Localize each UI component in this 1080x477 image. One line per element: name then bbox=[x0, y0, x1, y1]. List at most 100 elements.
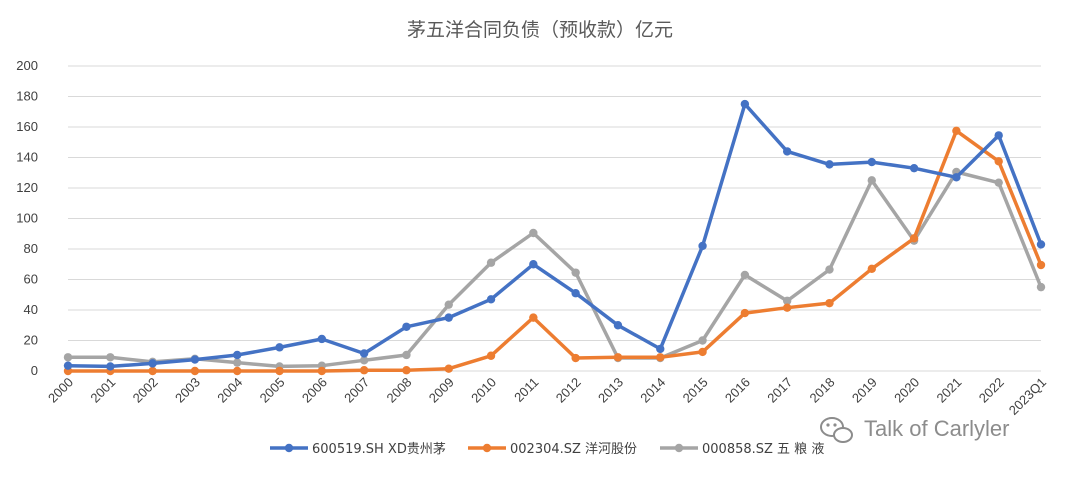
x-tick-label: 2007 bbox=[341, 375, 372, 406]
legend-marker bbox=[284, 443, 294, 453]
series-line bbox=[68, 170, 1043, 369]
x-tick-label: 2005 bbox=[257, 375, 288, 406]
series-3 bbox=[63, 167, 1046, 371]
x-tick-label: 2006 bbox=[299, 375, 330, 406]
data-point bbox=[63, 361, 73, 370]
legend-marker bbox=[674, 443, 684, 453]
data-point bbox=[613, 321, 623, 330]
x-tick-label: 2013 bbox=[595, 375, 626, 406]
data-point bbox=[486, 258, 496, 267]
data-point bbox=[994, 131, 1003, 140]
data-point bbox=[909, 234, 919, 243]
data-point bbox=[867, 264, 876, 274]
wechat-icon bbox=[820, 417, 853, 443]
data-point bbox=[571, 268, 580, 277]
data-point bbox=[275, 366, 284, 376]
data-point bbox=[529, 260, 538, 269]
data-point bbox=[952, 126, 961, 136]
data-point bbox=[148, 359, 157, 368]
data-point bbox=[402, 366, 411, 375]
x-tick-label: 2014 bbox=[637, 375, 668, 406]
x-tick-label: 2023Q1 bbox=[1006, 375, 1049, 418]
data-point bbox=[317, 334, 327, 344]
y-tick-label: 20 bbox=[24, 333, 38, 348]
legend-label: 002304.SZ 洋河股份 bbox=[510, 442, 637, 457]
series-lines bbox=[63, 99, 1046, 376]
gridlines bbox=[68, 65, 1041, 372]
y-axis: 0 20 40 60 80 100 120 140 160 180 200 bbox=[16, 58, 38, 378]
x-tick-label: 2000 bbox=[45, 375, 76, 406]
data-point bbox=[63, 353, 73, 362]
series-1 bbox=[63, 99, 1046, 371]
data-point bbox=[106, 362, 115, 371]
y-tick-label: 140 bbox=[16, 150, 38, 165]
data-point bbox=[359, 356, 369, 365]
y-tick-label: 120 bbox=[16, 180, 38, 195]
data-point bbox=[782, 296, 792, 306]
data-point bbox=[740, 99, 750, 109]
data-point bbox=[106, 353, 115, 362]
x-tick-label: 2002 bbox=[130, 375, 161, 406]
series-line bbox=[67, 102, 1043, 369]
data-point bbox=[656, 344, 665, 354]
data-point bbox=[275, 343, 284, 352]
y-tick-label: 40 bbox=[24, 302, 38, 317]
data-point bbox=[613, 353, 623, 362]
data-point bbox=[656, 353, 665, 362]
legend-label: 600519.SH XD贵州茅 bbox=[312, 442, 446, 457]
x-tick-label: 2001 bbox=[87, 375, 118, 406]
data-point bbox=[571, 289, 580, 298]
x-tick-label: 2010 bbox=[468, 375, 499, 406]
data-point bbox=[529, 228, 538, 238]
data-point bbox=[825, 298, 834, 308]
data-point bbox=[698, 241, 707, 251]
chart-title: 茅五洋合同负债（预收款）亿元 bbox=[407, 19, 673, 41]
x-tick-label: 2012 bbox=[553, 375, 584, 406]
data-point bbox=[486, 351, 496, 360]
data-point bbox=[825, 160, 834, 169]
legend-label: 000858.SZ 五 粮 液 bbox=[702, 442, 824, 457]
data-point bbox=[359, 349, 369, 358]
data-point bbox=[233, 366, 242, 376]
data-point bbox=[994, 157, 1003, 166]
data-point bbox=[529, 313, 538, 322]
data-point bbox=[444, 300, 453, 309]
y-tick-label: 0 bbox=[31, 363, 38, 378]
x-tick-label: 2011 bbox=[511, 375, 541, 405]
data-point bbox=[359, 366, 369, 375]
data-point bbox=[867, 176, 876, 185]
y-tick-label: 100 bbox=[16, 211, 38, 226]
y-tick-label: 200 bbox=[16, 58, 38, 73]
data-point bbox=[698, 347, 707, 357]
x-tick-label: 2019 bbox=[849, 375, 880, 406]
data-point bbox=[148, 366, 157, 376]
data-point bbox=[782, 147, 792, 156]
data-point bbox=[402, 322, 411, 331]
data-point bbox=[444, 313, 453, 322]
data-point bbox=[994, 178, 1003, 187]
data-point bbox=[233, 350, 242, 360]
y-tick-label: 60 bbox=[24, 272, 38, 287]
x-tick-label: 2020 bbox=[891, 375, 922, 406]
data-point bbox=[867, 157, 876, 167]
legend-marker bbox=[482, 443, 492, 453]
x-tick-label: 2016 bbox=[722, 375, 753, 406]
legend-entry: 600519.SH XD贵州茅 bbox=[270, 442, 446, 457]
legend: 600519.SH XD贵州茅 002304.SZ 洋河股份 000858.SZ 五… bbox=[270, 442, 824, 457]
series-2 bbox=[63, 126, 1046, 376]
data-point bbox=[190, 366, 200, 376]
x-tick-label: 2017 bbox=[764, 375, 795, 406]
watermark-text: Talk of Carlyler bbox=[864, 416, 1009, 441]
data-point bbox=[698, 336, 707, 345]
data-point bbox=[402, 350, 411, 360]
data-point bbox=[952, 173, 961, 182]
x-tick-label: 2004 bbox=[214, 375, 245, 406]
x-axis: 2000 2001 2002 2003 2004 2005 2006 2007 2008 2009… bbox=[45, 375, 1049, 418]
x-tick-label: 2015 bbox=[680, 375, 711, 406]
legend-entry: 002304.SZ 洋河股份 bbox=[468, 442, 637, 457]
y-tick-label: 80 bbox=[24, 241, 38, 256]
x-tick-label: 2018 bbox=[807, 375, 838, 406]
data-point bbox=[1036, 260, 1046, 270]
data-point bbox=[1036, 282, 1046, 292]
